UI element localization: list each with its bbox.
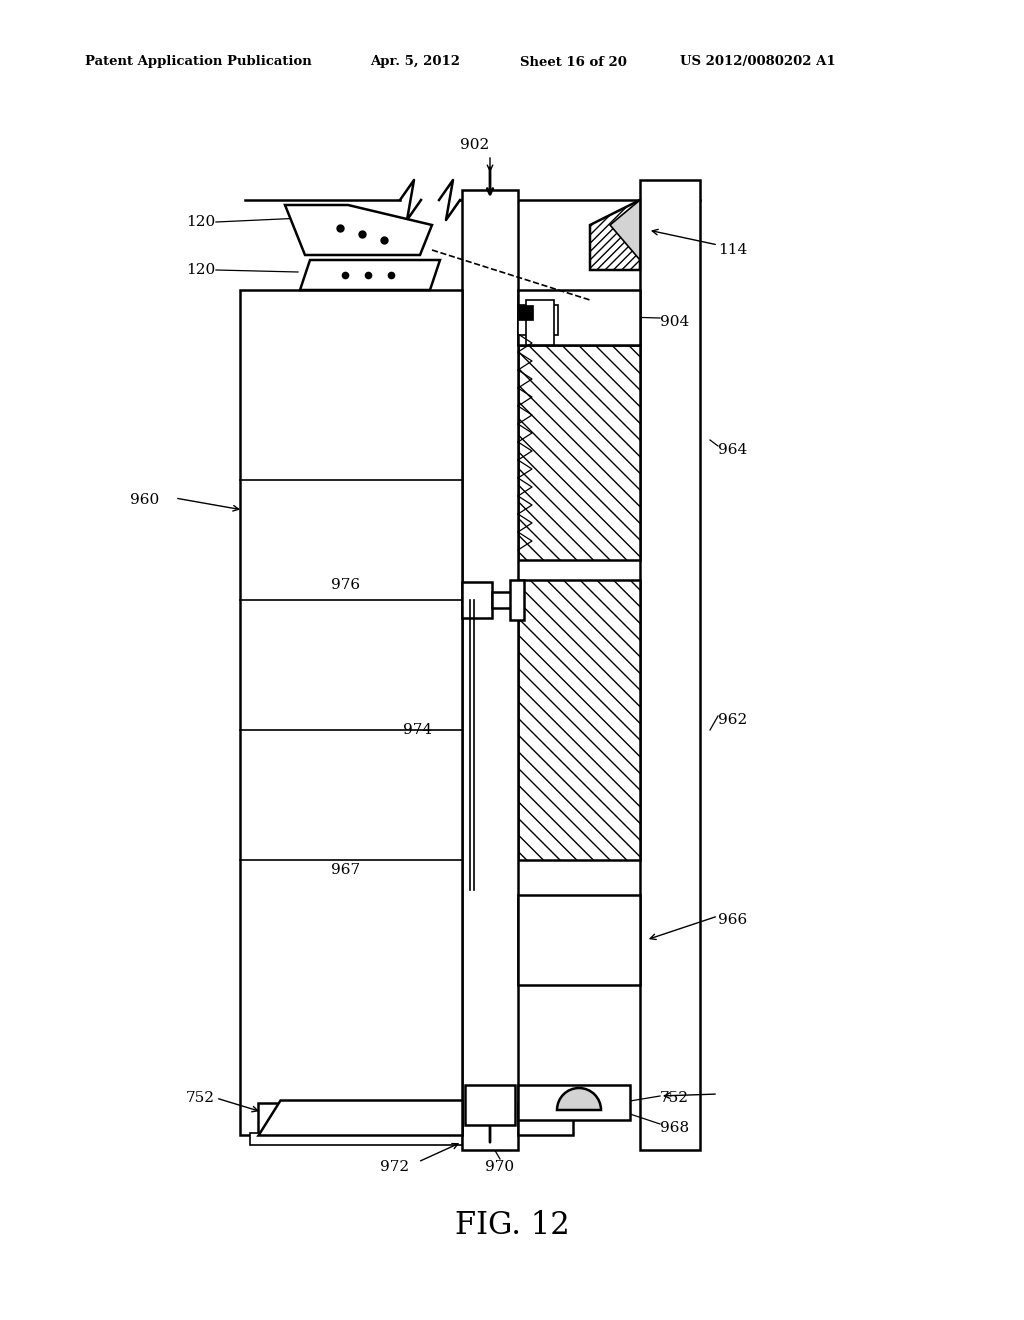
Text: 964: 964 [718,444,748,457]
Text: 967: 967 [331,863,360,876]
Bar [640,180,700,1150]
Text: 962: 962 [718,713,748,727]
Bar [518,305,534,319]
Bar [526,300,554,345]
Bar [640,180,700,1150]
Bar [240,290,462,1135]
Bar [518,305,558,335]
Bar [518,895,640,985]
Text: 752: 752 [660,1092,689,1105]
Bar [462,190,518,1150]
Text: 960: 960 [130,492,160,507]
Text: Patent Application Publication: Patent Application Publication [85,55,311,69]
Wedge shape [557,1088,601,1110]
Text: 968: 968 [660,1121,689,1135]
Text: 902: 902 [461,139,489,152]
Bar [518,1104,573,1135]
Text: 970: 970 [485,1160,515,1173]
Polygon shape [300,260,440,290]
Text: 904: 904 [660,315,689,329]
Text: Sheet 16 of 20: Sheet 16 of 20 [520,55,627,69]
Polygon shape [610,201,640,260]
Polygon shape [518,345,640,560]
Polygon shape [258,1100,462,1135]
Text: 114: 114 [718,243,748,257]
Bar [518,290,640,345]
Text: 974: 974 [402,723,432,737]
Text: 966: 966 [718,913,748,927]
Bar [518,1085,630,1119]
Bar [462,582,492,618]
Text: 976: 976 [331,578,360,591]
Bar [465,1085,515,1125]
Text: FIG. 12: FIG. 12 [455,1209,569,1241]
Bar [492,591,512,609]
Text: 752: 752 [186,1092,215,1105]
Text: Apr. 5, 2012: Apr. 5, 2012 [370,55,460,69]
Text: 120: 120 [185,215,215,228]
Bar [510,579,524,620]
Bar [258,1104,462,1135]
Polygon shape [590,201,640,271]
Text: US 2012/0080202 A1: US 2012/0080202 A1 [680,55,836,69]
Text: 120: 120 [185,263,215,277]
Polygon shape [285,205,432,255]
Bar [250,1133,462,1144]
Polygon shape [518,579,640,861]
Text: 972: 972 [381,1160,410,1173]
Bar [518,895,640,985]
